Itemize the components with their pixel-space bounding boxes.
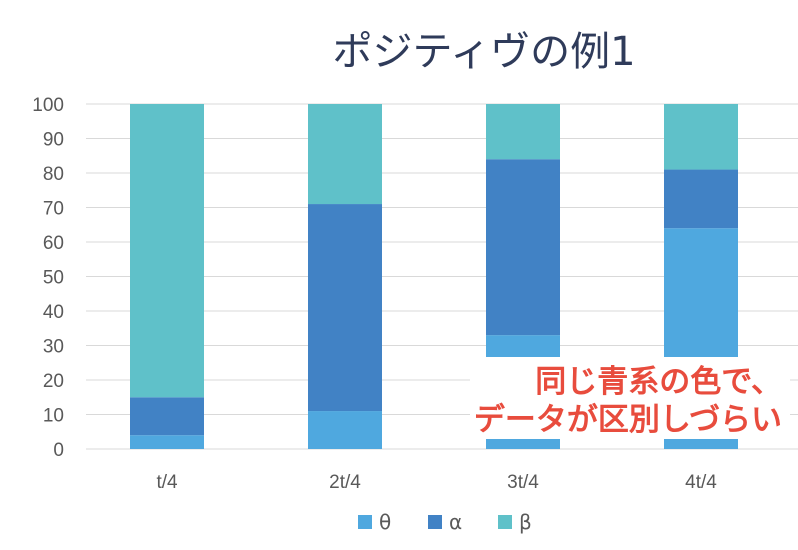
legend-swatch <box>358 515 372 529</box>
y-tick-label: 30 <box>43 337 64 358</box>
bar-0-1 <box>308 411 382 449</box>
annotation: 同じ青系の色で、データが区別しづらい <box>470 357 790 439</box>
bar-1-2 <box>486 159 560 336</box>
y-tick-label: 70 <box>43 199 64 220</box>
annotation-line: データが区別しづらい <box>474 402 782 438</box>
x-tick-label: 3t/4 <box>507 472 539 493</box>
y-axis: 0 10 20 30 40 50 60 70 80 90 100 <box>32 95 64 461</box>
y-tick-label: 50 <box>43 268 64 289</box>
y-tick-label: 20 <box>43 371 64 392</box>
bar-2-2 <box>486 104 560 160</box>
bars <box>130 104 738 449</box>
bar-0-0 <box>130 435 204 449</box>
annotation-backdrop <box>470 357 790 439</box>
legend-label: α <box>449 510 462 534</box>
bar-2-0 <box>130 104 204 398</box>
y-tick-label: 10 <box>43 406 64 427</box>
y-tick-label: 90 <box>43 130 64 151</box>
bar-1-0 <box>130 397 204 436</box>
bar-1-1 <box>308 204 382 412</box>
bar-1-3 <box>664 169 738 229</box>
y-tick-label: 0 <box>53 440 64 461</box>
x-tick-label: 4t/4 <box>685 472 717 493</box>
y-tick-label: 40 <box>43 302 64 323</box>
x-tick-label: 2t/4 <box>329 472 361 493</box>
legend-label: β <box>519 510 532 534</box>
bar-2-3 <box>664 104 738 170</box>
y-tick-label: 60 <box>43 233 64 254</box>
y-tick-label: 80 <box>43 164 64 185</box>
legend-swatch <box>428 515 442 529</box>
y-tick-label: 100 <box>32 95 64 116</box>
chart-title: ポジティヴの例1 <box>332 29 635 75</box>
legend-label: θ <box>379 510 391 534</box>
legend-swatch <box>498 515 512 529</box>
bar-2-1 <box>308 104 382 205</box>
x-axis: t/4 2t/4 3t/4 4t/4 <box>156 472 717 493</box>
x-tick-label: t/4 <box>156 472 178 493</box>
annotation-line: 同じ青系の色で、 <box>535 364 782 400</box>
